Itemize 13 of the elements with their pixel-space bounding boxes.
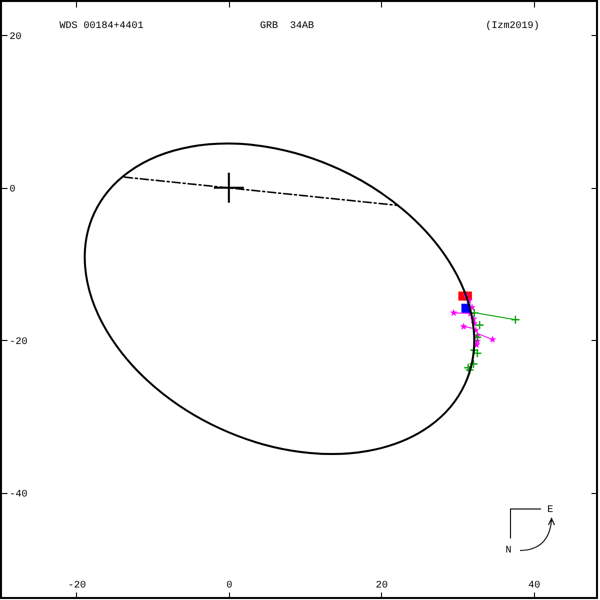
x-tick-label: -20 — [68, 580, 86, 592]
annotation: WDS 00184+4401 — [59, 21, 144, 32]
x-tick-label: 20 — [376, 580, 388, 592]
y-tick-label: 20 — [10, 32, 22, 43]
annotation: (Izm2019) — [485, 20, 540, 32]
y-tick-label: 0 — [10, 184, 16, 196]
y-tick-label: -40 — [10, 489, 28, 500]
x-tick-label: 0 — [226, 580, 232, 592]
annotation: N — [505, 545, 512, 556]
x-tick-label: 40 — [528, 580, 540, 592]
text: GRB 34AB — [260, 21, 314, 32]
y-tick-label: -20 — [10, 336, 28, 348]
annotation: E — [547, 505, 554, 516]
